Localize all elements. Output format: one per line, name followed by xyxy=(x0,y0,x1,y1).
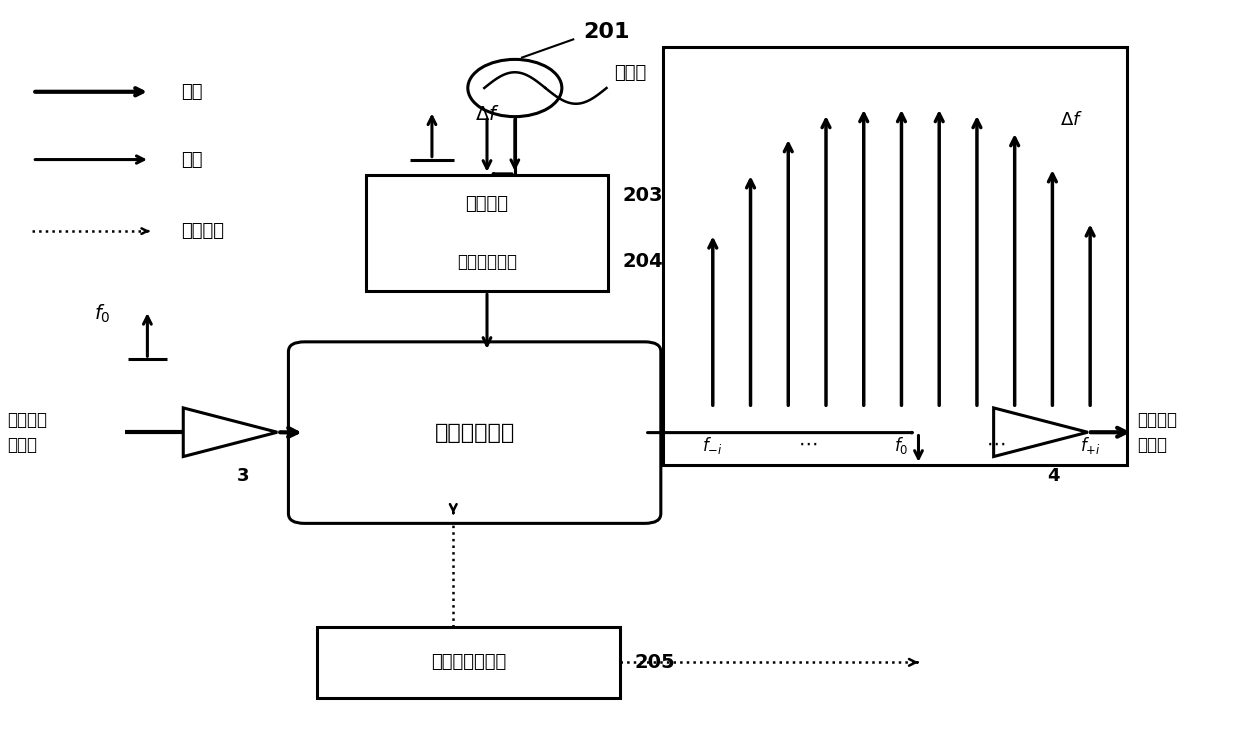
FancyBboxPatch shape xyxy=(289,342,661,523)
Text: 光路: 光路 xyxy=(181,82,202,101)
Text: $f_0$: $f_0$ xyxy=(894,435,909,457)
Bar xyxy=(366,175,608,291)
Text: 控制链路: 控制链路 xyxy=(181,222,223,240)
Text: $f_{+i}$: $f_{+i}$ xyxy=(1080,435,1101,457)
Text: $\cdots$: $\cdots$ xyxy=(797,434,817,453)
Text: 光脉冲输
出端口: 光脉冲输 出端口 xyxy=(1137,411,1177,454)
Text: 光载波输
入端口: 光载波输 入端口 xyxy=(7,411,47,454)
Text: 205: 205 xyxy=(635,653,676,672)
Text: 4: 4 xyxy=(1047,467,1059,485)
Text: 201: 201 xyxy=(583,21,630,42)
Text: 203: 203 xyxy=(622,186,663,205)
Text: 辅助和控制单元: 辅助和控制单元 xyxy=(430,653,506,671)
Text: $f_{-i}$: $f_{-i}$ xyxy=(702,435,723,457)
Text: 电功率分配器: 电功率分配器 xyxy=(458,253,517,271)
Text: $\cdots$: $\cdots$ xyxy=(986,434,1006,453)
Text: 电放大器: 电放大器 xyxy=(465,195,508,213)
Text: 204: 204 xyxy=(622,252,663,271)
Text: 射频源: 射频源 xyxy=(614,64,646,82)
Text: $\Delta f$: $\Delta f$ xyxy=(1060,111,1083,129)
Text: $f_0$: $f_0$ xyxy=(94,303,110,325)
Bar xyxy=(317,627,620,698)
Bar xyxy=(663,47,1127,465)
Text: 3: 3 xyxy=(237,467,249,485)
Text: 电光调制单元: 电光调制单元 xyxy=(434,423,515,442)
Text: $\Delta f$: $\Delta f$ xyxy=(475,105,500,124)
Text: 202: 202 xyxy=(660,358,701,377)
Text: 电路: 电路 xyxy=(181,150,202,169)
